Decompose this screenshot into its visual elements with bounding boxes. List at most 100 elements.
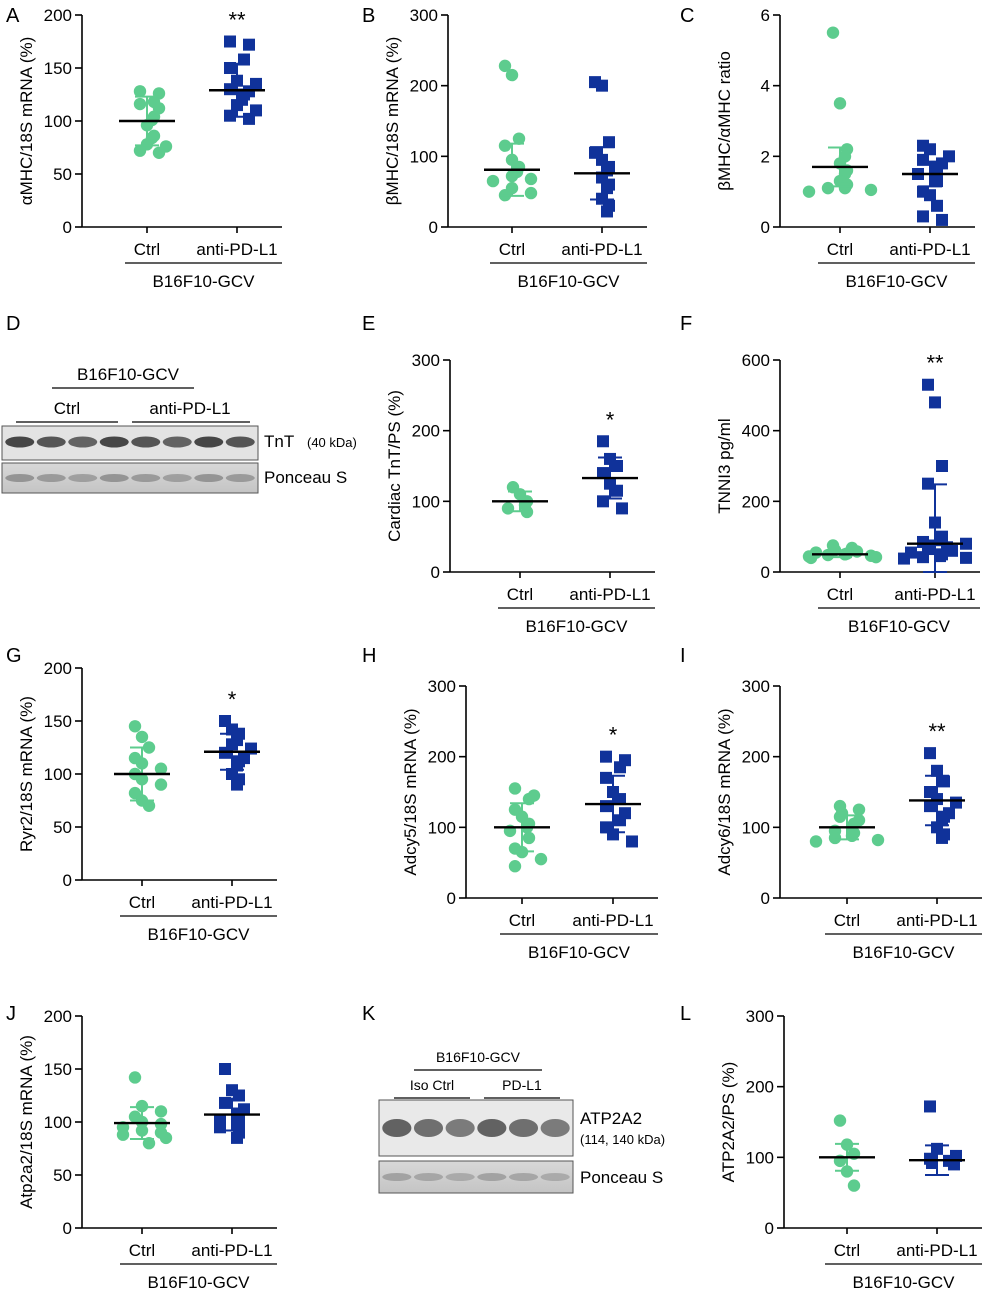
data-point-i: [931, 764, 943, 777]
data-point-l: [948, 1158, 960, 1171]
y-tick-label-h: 0: [447, 889, 456, 908]
category-label-b: Ctrl: [499, 240, 525, 259]
blot-band: [194, 436, 224, 448]
data-point-g: [128, 720, 142, 733]
group-label-j: B16F10-GCV: [147, 1273, 250, 1292]
y-axis-label-l: ATP2A2/PS (%): [719, 1062, 738, 1183]
data-point-c: [931, 175, 943, 188]
blot-band: [36, 474, 66, 482]
blot-k-row1-detail: (114, 140 kDa): [580, 1132, 665, 1147]
data-point-f: [960, 551, 972, 564]
data-point-i: [938, 775, 950, 788]
y-tick-label-g: 150: [44, 712, 72, 731]
y-tick-label-l: 0: [765, 1219, 774, 1238]
blot-k-lane-group-ctrl: Iso Ctrl: [410, 1077, 454, 1093]
panel-label-e: E: [362, 313, 375, 335]
data-point-h: [614, 793, 626, 806]
y-tick-label-i: 0: [761, 889, 770, 908]
y-tick-label-a: 200: [44, 6, 72, 25]
category-label-j: anti-PD-L1: [191, 1241, 272, 1260]
data-point-g: [231, 778, 243, 791]
data-point-h: [508, 782, 522, 795]
blot-band: [162, 436, 192, 448]
blot-d-row1-label: TnT: [264, 432, 294, 451]
blot-band: [99, 436, 129, 448]
y-tick-label-f: 600: [742, 351, 770, 370]
data-point-f: [929, 396, 941, 409]
blot-band: [5, 436, 35, 448]
data-point-e: [616, 502, 628, 515]
significance-marker-e: *: [606, 407, 615, 432]
group-label-f: B16F10-GCV: [848, 617, 951, 636]
blot-d-lane-group-ctrl: Ctrl: [54, 399, 80, 418]
y-axis-label-e: Cardiac TnT/PS (%): [385, 390, 404, 542]
panel-label-i: I: [680, 645, 686, 667]
category-label-j: Ctrl: [129, 1241, 155, 1260]
chart-panel-a: A 0 50 100 150 200 αMHC/18S mRNA (%) Ctrl anti-P…: [6, 5, 282, 291]
data-point-c: [917, 210, 929, 223]
y-tick-label-g: 50: [53, 818, 72, 837]
series-e-ctrl: [492, 481, 548, 519]
data-point-h: [534, 852, 548, 866]
data-point-j: [233, 1089, 245, 1102]
y-tick-label-f: 200: [742, 492, 770, 511]
data-point-j: [159, 1131, 173, 1145]
data-point-a: [243, 112, 255, 125]
data-point-i: [809, 835, 823, 848]
data-point-b: [498, 139, 512, 152]
data-point-h: [626, 835, 638, 848]
data-point-j: [154, 1105, 168, 1118]
data-point-e: [597, 467, 609, 480]
y-tick-label-l: 300: [746, 1007, 774, 1026]
data-point-l: [847, 1179, 861, 1192]
category-label-i: Ctrl: [834, 911, 860, 930]
y-tick-label-b: 300: [410, 6, 438, 25]
series-a-treat: [209, 35, 265, 125]
y-tick-label-l: 200: [746, 1078, 774, 1097]
blot-band: [540, 1119, 570, 1137]
data-point-a: [133, 144, 147, 157]
blot-d-row1-detail: (40 kDa): [307, 435, 357, 450]
data-point-l: [924, 1100, 936, 1113]
data-point-h: [600, 750, 612, 763]
data-point-f: [917, 551, 929, 564]
panel-label-g: G: [6, 645, 22, 667]
blot-band: [68, 436, 98, 448]
data-point-g: [142, 799, 156, 812]
category-label-a: Ctrl: [134, 240, 160, 259]
y-axis-label-i: Adcy6/18S mRNA (%): [715, 708, 734, 875]
series-l-treat: [909, 1100, 965, 1176]
y-axis-label-h: Adcy5/18S mRNA (%): [401, 708, 420, 875]
data-point-h: [614, 814, 626, 827]
y-tick-label-j: 100: [44, 1113, 72, 1132]
data-point-b: [601, 182, 613, 195]
blot-k-atp2a2-bands: [382, 1119, 570, 1137]
data-point-i: [833, 810, 847, 823]
data-point-c: [833, 97, 847, 110]
series-f-ctrl: [802, 539, 883, 565]
y-tick-label-j: 50: [53, 1166, 72, 1185]
series-i-ctrl: [809, 799, 885, 848]
blot-band: [540, 1173, 570, 1181]
category-label-h: Ctrl: [509, 911, 535, 930]
y-tick-label-e: 200: [412, 422, 440, 441]
data-point-a: [133, 85, 147, 98]
y-tick-label-c: 6: [761, 6, 770, 25]
data-point-j: [142, 1137, 156, 1150]
y-tick-label-i: 300: [742, 677, 770, 696]
significance-marker-f: **: [926, 351, 944, 376]
data-point-e: [611, 460, 623, 472]
y-tick-label-b: 0: [429, 218, 438, 237]
y-tick-label-h: 300: [428, 677, 456, 696]
y-tick-label-c: 2: [761, 147, 770, 166]
blot-band: [382, 1119, 412, 1137]
panel-label-a: A: [6, 5, 20, 27]
category-label-g: anti-PD-L1: [191, 893, 272, 912]
data-point-b: [603, 136, 615, 149]
data-point-b: [512, 132, 526, 145]
panel-label-l: L: [680, 1003, 691, 1025]
blot-band: [131, 474, 161, 482]
data-point-j: [231, 1131, 243, 1144]
group-label-l: B16F10-GCV: [852, 1273, 955, 1292]
